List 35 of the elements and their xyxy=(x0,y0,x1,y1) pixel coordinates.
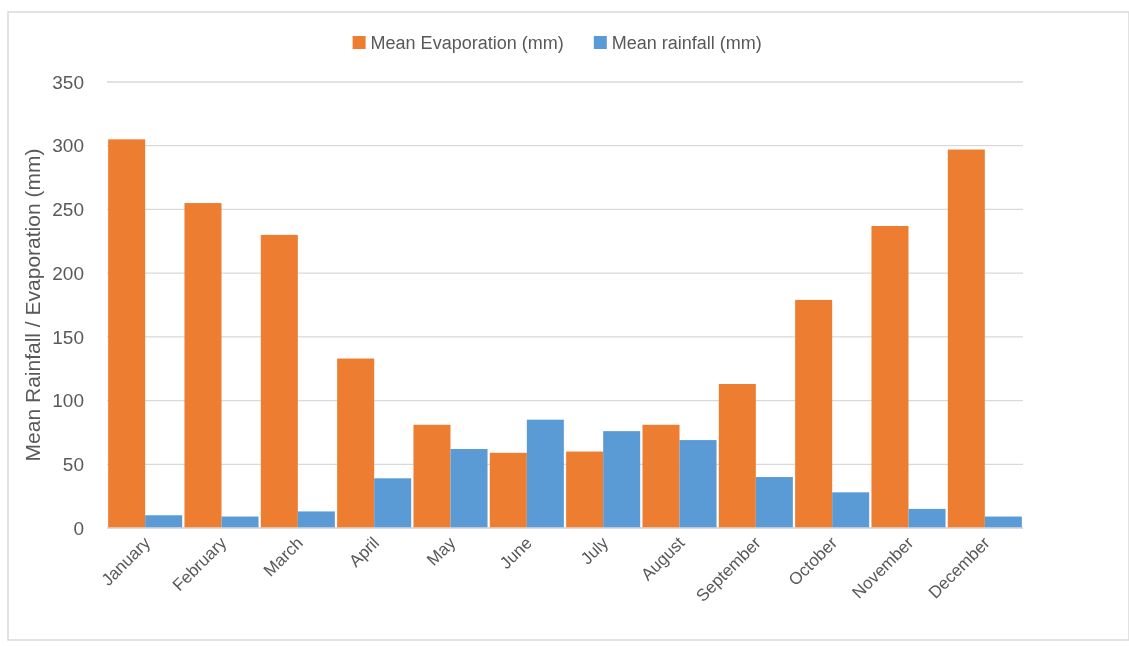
y-tick-label: 50 xyxy=(62,453,84,475)
x-tick-label: July xyxy=(577,533,613,569)
bar xyxy=(755,477,793,528)
bar xyxy=(871,225,909,528)
bar xyxy=(184,203,222,528)
bar xyxy=(450,448,488,528)
bar xyxy=(603,431,641,528)
y-tick-label: 350 xyxy=(52,71,84,93)
bar xyxy=(145,515,183,528)
bar xyxy=(795,299,833,528)
y-tick-label: 150 xyxy=(52,326,84,348)
bar xyxy=(413,424,451,528)
bar xyxy=(947,149,985,528)
bar xyxy=(908,508,946,528)
bar xyxy=(297,511,335,528)
legend-label: Mean rainfall (mm) xyxy=(611,33,762,54)
bar xyxy=(526,419,564,528)
y-tick-label: 200 xyxy=(52,262,84,284)
y-axis-title: Mean Rainfall / Evaporation (mm) xyxy=(21,148,44,462)
x-tick-label: May xyxy=(423,533,460,570)
bar xyxy=(642,424,680,528)
y-tick-label: 250 xyxy=(52,199,84,221)
bar xyxy=(260,234,298,528)
bar xyxy=(337,358,375,528)
bar xyxy=(108,139,146,528)
y-tick-label: 300 xyxy=(52,135,84,157)
bar xyxy=(566,451,604,528)
y-tick-label: 100 xyxy=(52,390,84,412)
bar xyxy=(718,384,756,528)
bar xyxy=(832,492,870,528)
bar xyxy=(374,478,412,528)
bar xyxy=(679,440,717,528)
bar xyxy=(489,452,527,528)
legend-label: Mean Evaporation (mm) xyxy=(370,33,564,54)
y-tick-label: 0 xyxy=(73,517,84,539)
